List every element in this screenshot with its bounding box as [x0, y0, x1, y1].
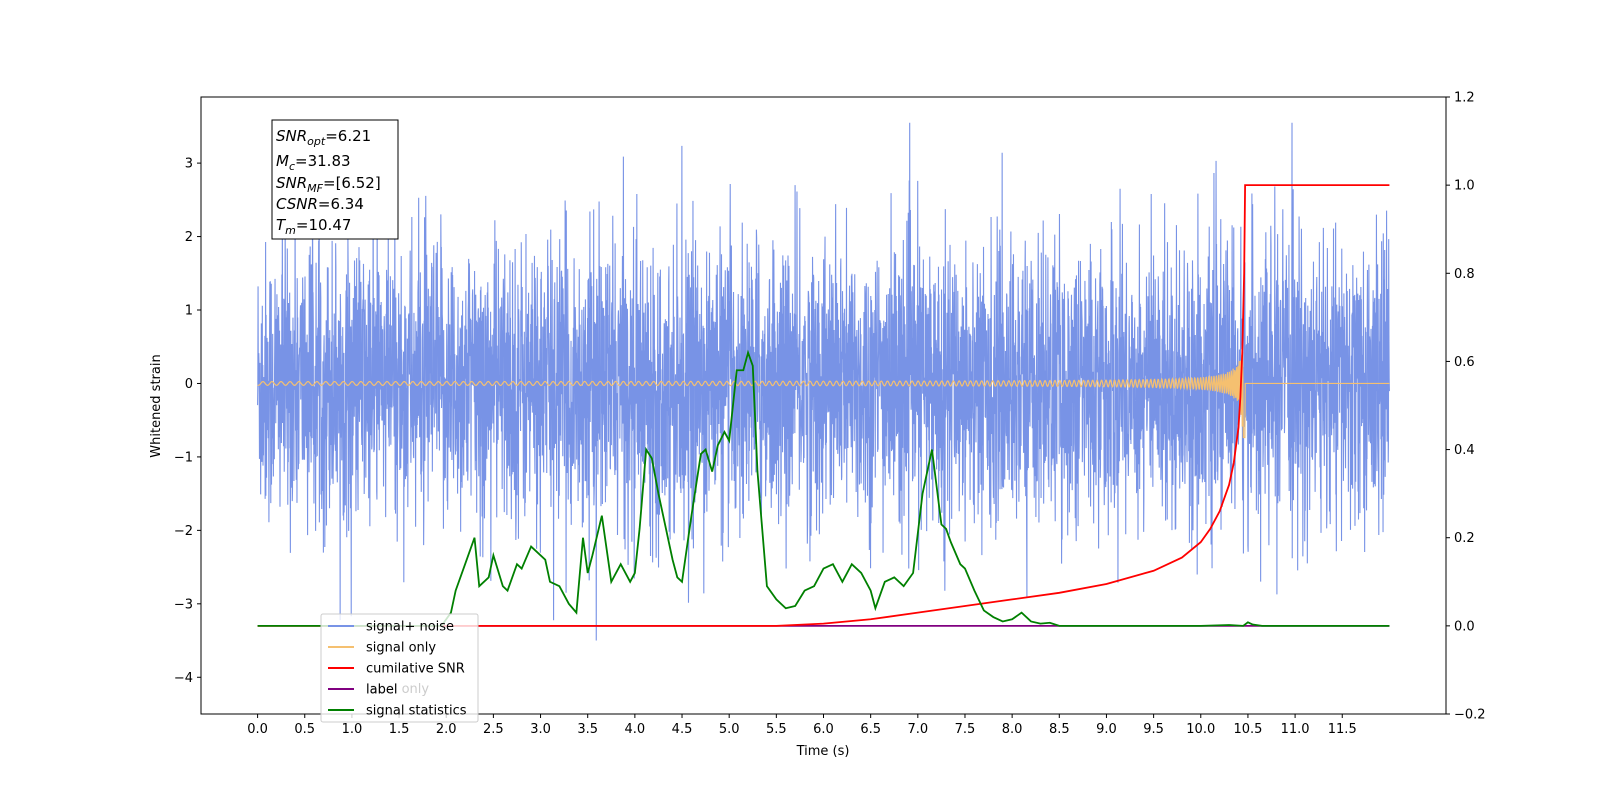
- legend-label: label: [366, 683, 397, 698]
- y-left-tick-label: 3: [185, 157, 193, 172]
- x-tick-label: 0.0: [247, 722, 268, 737]
- x-tick-label: 7.5: [955, 722, 976, 737]
- signal-noise-line: [257, 122, 1390, 641]
- legend: label only signal+ noise signal only cumila…: [320, 613, 479, 723]
- legend-label: signal+ noise: [366, 620, 454, 635]
- y-left-tick-label: 0: [185, 377, 193, 392]
- x-tick-label: 1.5: [389, 722, 410, 737]
- x-tick-label: 3.0: [530, 722, 551, 737]
- x-tick-label: 8.0: [1002, 722, 1023, 737]
- series-line-signal-statistics: [257, 349, 1390, 627]
- annotation-mc: Mc=31.83: [276, 152, 351, 173]
- y-left-tick-label: −3: [174, 597, 193, 612]
- y-right-tick-label: 0.4: [1454, 443, 1475, 458]
- y-right-tick-label: −0.2: [1454, 708, 1486, 723]
- x-tick-label: 4.0: [625, 722, 646, 737]
- legend-label: cumilative SNR: [366, 662, 465, 677]
- y-right-tick-label: 0.8: [1454, 267, 1475, 282]
- annotation-snr-opt: SNRopt=6.21: [276, 127, 371, 148]
- x-tick-label: 7.0: [907, 722, 928, 737]
- y-left-tick-label: −4: [174, 671, 193, 686]
- annotation-box: SNRopt=6.21 Mc=31.83 SNRMF=[6.52] CSNR=6…: [271, 119, 399, 240]
- y-right-tick-label: 0.6: [1454, 355, 1475, 370]
- right-axis-series: [257, 184, 1390, 627]
- x-tick-label: 9.0: [1096, 722, 1117, 737]
- x-tick-label: 11.5: [1328, 722, 1357, 737]
- x-tick-label: 6.5: [860, 722, 881, 737]
- x-tick-label: 8.5: [1049, 722, 1070, 737]
- x-axis-ticks: 0.0 0.5 1.0 1.5 2.0 2.5 3.0 3.5 4.0 4.5 5.0 5.5 6.0 6…: [247, 714, 1357, 737]
- y-right-tick-label: 0.0: [1454, 619, 1475, 634]
- x-tick-label: 11.0: [1281, 722, 1310, 737]
- x-axis-label: Time (s): [796, 744, 850, 759]
- x-tick-label: 3.5: [577, 722, 598, 737]
- x-tick-label: 9.5: [1143, 722, 1164, 737]
- y-axis-left-ticks: 3 2 1 0 −1 −2 −3 −4: [174, 157, 201, 686]
- y-left-tick-label: 2: [185, 230, 193, 245]
- y-left-tick-label: −1: [174, 450, 193, 465]
- x-tick-label: 10.0: [1186, 722, 1215, 737]
- y-left-tick-label: −2: [174, 524, 193, 539]
- x-tick-label: 2.5: [483, 722, 504, 737]
- series-line-cumilative-snr: [257, 184, 1390, 627]
- x-tick-label: 5.5: [766, 722, 787, 737]
- annotation-csnr: CSNR=6.34: [276, 195, 364, 213]
- x-tick-label: 6.0: [813, 722, 834, 737]
- x-tick-label: 5.0: [719, 722, 740, 737]
- x-tick-label: 1.0: [342, 722, 363, 737]
- legend-label: signal statistics: [366, 704, 467, 719]
- x-tick-label: 10.5: [1233, 722, 1262, 737]
- y-right-tick-label: 1.2: [1454, 91, 1475, 106]
- annotation-tm: Tm=10.47: [276, 216, 351, 237]
- series-signal-only: [257, 352, 1390, 439]
- x-tick-label: 4.5: [672, 722, 693, 737]
- x-tick-label: 0.5: [294, 722, 315, 737]
- y-left-tick-label: 1: [185, 304, 193, 319]
- series-signal-noise: [257, 122, 1390, 641]
- annotation-snr-mf: SNRMF=[6.52]: [276, 174, 381, 195]
- y-right-tick-label: 1.0: [1454, 179, 1475, 194]
- legend-label: signal only: [366, 641, 436, 656]
- legend-label-label-only: label only: [366, 682, 429, 697]
- signal-only-line: [257, 352, 1390, 439]
- y-axis-label: Whitened strain: [149, 354, 164, 457]
- x-tick-label: 2.0: [436, 722, 457, 737]
- y-right-tick-label: 0.2: [1454, 531, 1475, 546]
- y-axis-right-ticks: 1.2 1.0 0.8 0.6 0.4 0.2 0.0 −0.2: [1446, 91, 1486, 723]
